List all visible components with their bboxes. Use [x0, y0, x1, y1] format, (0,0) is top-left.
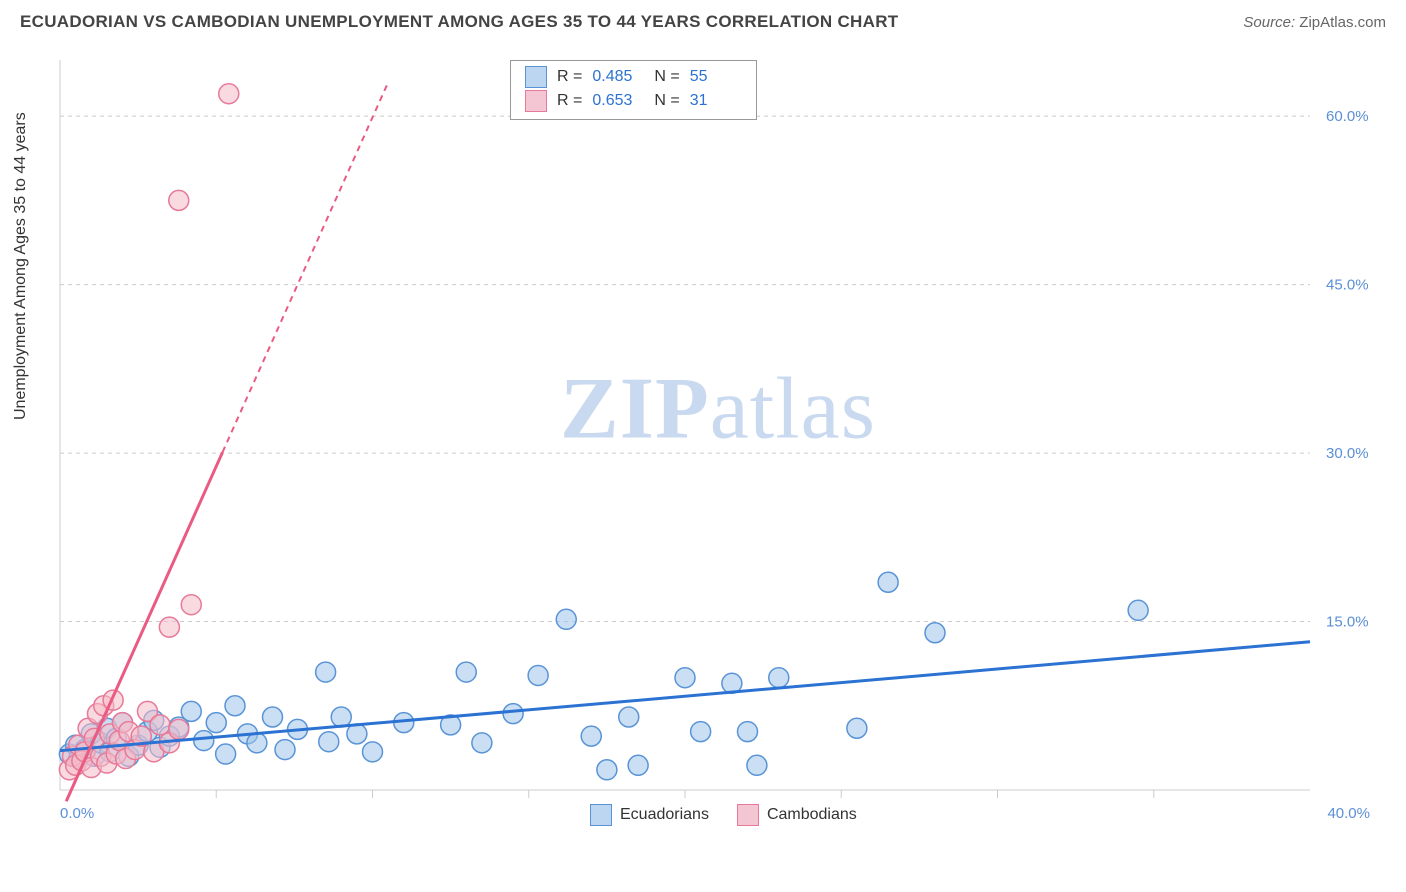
swatch-pink-icon — [525, 90, 547, 112]
svg-text:30.0%: 30.0% — [1326, 445, 1369, 462]
scatter-plot: 15.0% 30.0% 45.0% 60.0% 0.0% 40.0% — [50, 50, 1386, 830]
legend: Ecuadorians Cambodians — [590, 804, 857, 826]
swatch-blue-icon — [590, 804, 612, 826]
r-label: R = — [557, 89, 582, 113]
r-value-pink: 0.653 — [592, 89, 644, 113]
svg-text:45.0%: 45.0% — [1326, 277, 1369, 294]
stats-box: R = 0.485 N = 55 R = 0.653 N = 31 — [510, 60, 757, 120]
swatch-pink-icon — [737, 804, 759, 826]
n-label: N = — [654, 65, 679, 89]
legend-label: Cambodians — [767, 806, 857, 824]
stats-row-pink: R = 0.653 N = 31 — [525, 89, 742, 113]
chart-title: ECUADORIAN VS CAMBODIAN UNEMPLOYMENT AMO… — [20, 12, 898, 32]
svg-text:0.0%: 0.0% — [60, 805, 94, 822]
legend-item-ecuadorians: Ecuadorians — [590, 804, 709, 826]
svg-text:15.0%: 15.0% — [1326, 614, 1369, 631]
r-value-blue: 0.485 — [592, 65, 644, 89]
chart-header: ECUADORIAN VS CAMBODIAN UNEMPLOYMENT AMO… — [0, 0, 1406, 40]
source-label: Source: — [1243, 14, 1295, 31]
n-value-pink: 31 — [690, 89, 742, 113]
source-value: ZipAtlas.com — [1299, 14, 1386, 31]
legend-label: Ecuadorians — [620, 806, 709, 824]
n-label: N = — [654, 89, 679, 113]
stats-row-blue: R = 0.485 N = 55 — [525, 65, 742, 89]
n-value-blue: 55 — [690, 65, 742, 89]
svg-text:60.0%: 60.0% — [1326, 108, 1369, 125]
source-attribution: Source: ZipAtlas.com — [1243, 14, 1386, 31]
r-label: R = — [557, 65, 582, 89]
swatch-blue-icon — [525, 66, 547, 88]
y-axis-label: Unemployment Among Ages 35 to 44 years — [12, 112, 30, 420]
legend-item-cambodians: Cambodians — [737, 804, 857, 826]
chart-area: ZIPatlas 15.0%30.0%45.0%60.0%0.0%40.0% R… — [50, 50, 1386, 830]
svg-text:40.0%: 40.0% — [1327, 805, 1370, 822]
